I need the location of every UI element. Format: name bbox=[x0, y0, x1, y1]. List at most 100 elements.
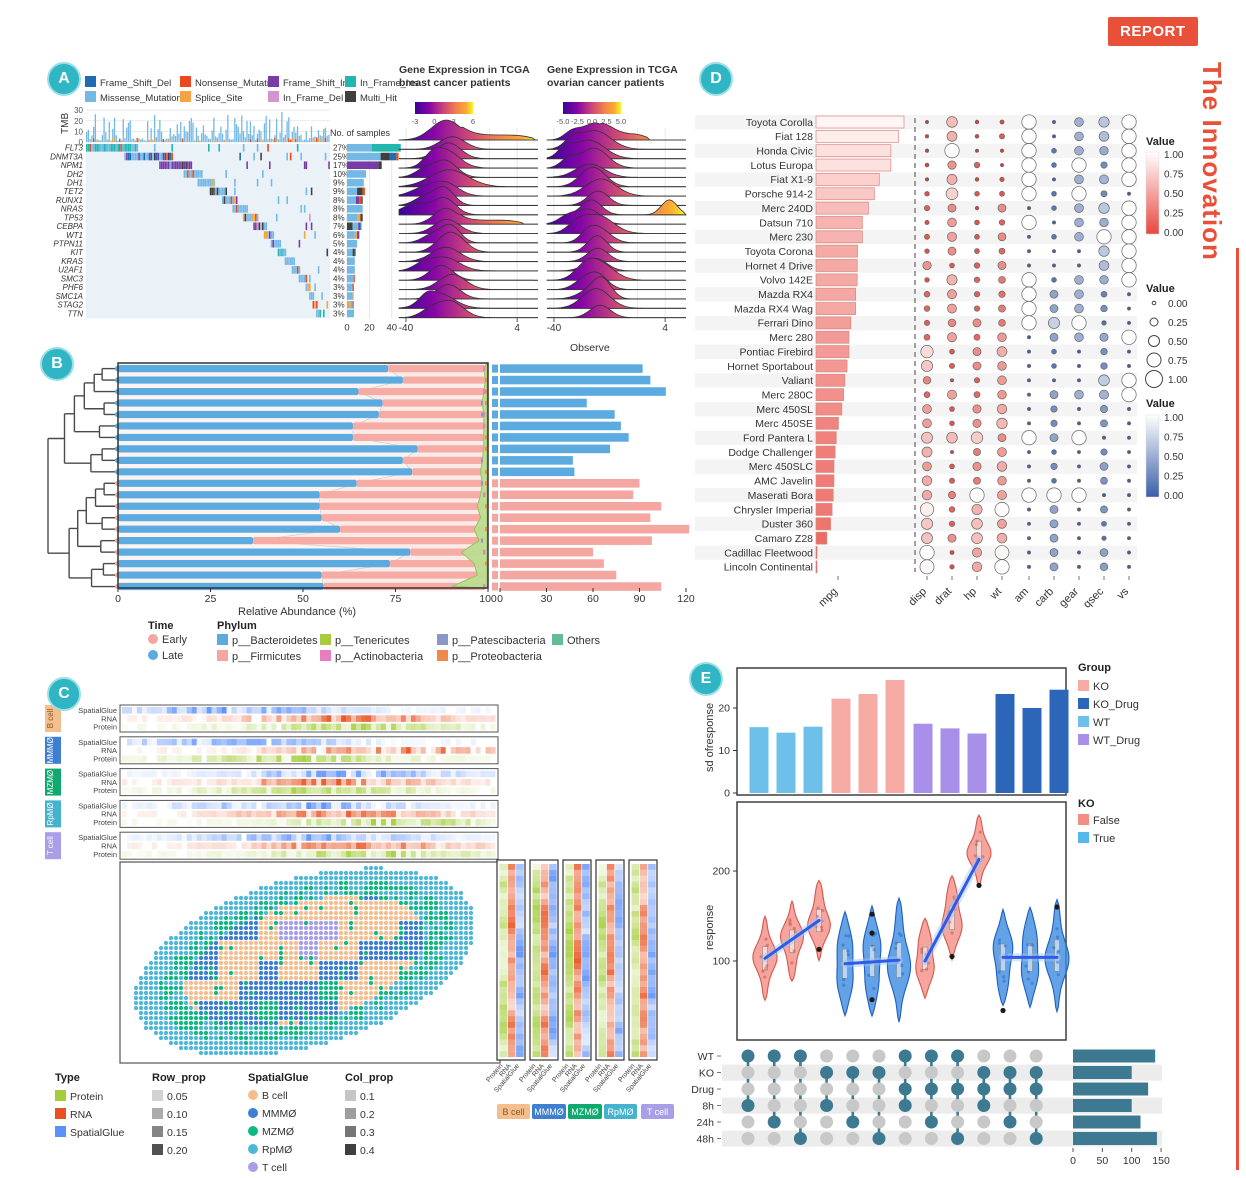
car-name-label: Chrysler Imperial bbox=[734, 504, 813, 516]
sd-bar bbox=[1049, 689, 1069, 793]
abundance-xlabel: Relative Abundance (%) bbox=[238, 606, 357, 618]
gene-pct-label: 3% bbox=[333, 301, 345, 310]
value-dot-hp bbox=[974, 205, 980, 211]
report-badge[interactable]: REPORT bbox=[1108, 17, 1198, 46]
upset-dot-inactive bbox=[872, 1115, 886, 1129]
mpg-bar bbox=[815, 302, 857, 315]
legend-swatch-icon bbox=[437, 650, 448, 661]
legend-swatch-icon bbox=[1078, 832, 1089, 843]
tick-label: 0.00 bbox=[1168, 299, 1188, 310]
observe-bar bbox=[500, 501, 662, 511]
upset-dot-active bbox=[898, 1049, 912, 1063]
value-dot-wt bbox=[997, 261, 1007, 270]
value-dot-qsec bbox=[1099, 275, 1109, 285]
sample-bar bbox=[347, 274, 354, 283]
value-dot-hp bbox=[971, 503, 983, 515]
ridge-density bbox=[399, 231, 538, 253]
legend-swatch-icon bbox=[248, 1144, 258, 1154]
value-dot-disp bbox=[922, 376, 932, 385]
value-dot-wt bbox=[998, 290, 1006, 298]
value-dot-carb bbox=[1051, 478, 1057, 484]
rowprop-legend-title: Row_prop bbox=[152, 1072, 206, 1084]
value-dot-disp bbox=[922, 404, 932, 414]
tick-label: 20 bbox=[718, 703, 730, 715]
mpg-bar bbox=[815, 460, 835, 473]
value-dot-drat bbox=[949, 420, 955, 427]
value-dot-am bbox=[1021, 430, 1037, 446]
value-dot-wt bbox=[999, 133, 1005, 140]
rowprop-legend-item: 0.15 bbox=[152, 1126, 187, 1139]
value-dot-am bbox=[1021, 315, 1037, 331]
ridge-density bbox=[398, 197, 538, 216]
legend-swatch-icon bbox=[248, 1108, 258, 1118]
assay-row-label: RNA bbox=[101, 778, 117, 787]
value-dot-qsec bbox=[1098, 116, 1110, 128]
car-name-label: Honda Civic bbox=[756, 146, 813, 158]
celltype-badge bbox=[641, 1104, 674, 1119]
upset-dot-inactive bbox=[924, 1066, 938, 1079]
car-name-label: Merc 240D bbox=[762, 203, 814, 215]
firmicutes-bar bbox=[356, 479, 485, 487]
value-dot-hp bbox=[974, 119, 980, 125]
value-dot-hp bbox=[973, 161, 981, 169]
observe-bar bbox=[500, 479, 640, 488]
sd-bar bbox=[885, 679, 905, 793]
time-strip-cell bbox=[492, 364, 498, 373]
value-dot-gear bbox=[1077, 364, 1081, 368]
value-dot-disp bbox=[921, 517, 933, 530]
legend-swatch-icon bbox=[180, 76, 191, 87]
gene-label: TP53 bbox=[64, 213, 84, 222]
gene-label: KRAS bbox=[61, 257, 83, 266]
upset-dot-active bbox=[1003, 1066, 1017, 1079]
upset-dot-inactive bbox=[872, 1082, 886, 1096]
value-dot-wt bbox=[998, 319, 1006, 327]
car-name-label: Mazda RX4 bbox=[758, 289, 813, 301]
value-dot-disp bbox=[923, 305, 931, 312]
assay-row-label: Protein bbox=[93, 786, 117, 795]
car-name-label: Hornet 4 Drive bbox=[745, 260, 813, 272]
upset-dot-inactive bbox=[872, 1049, 886, 1063]
value-dot-am bbox=[1027, 249, 1031, 254]
tick-label: 75 bbox=[390, 593, 402, 605]
value-dot-gear bbox=[1074, 131, 1084, 142]
firmicutes-bar bbox=[402, 456, 485, 464]
car-name-label: Duster 360 bbox=[762, 519, 814, 531]
upset-dot-inactive bbox=[951, 1115, 965, 1129]
sample-bar bbox=[350, 300, 353, 309]
phylum-legend-item: p__Firmicutes bbox=[217, 650, 301, 663]
value-dot-am bbox=[1021, 171, 1037, 187]
value-dot-qsec bbox=[1099, 462, 1109, 471]
value-dot-hp bbox=[974, 219, 980, 226]
car-name-label: Maserati Bora bbox=[748, 490, 814, 502]
mpg-bar bbox=[815, 130, 899, 143]
mpg-bar bbox=[815, 115, 905, 129]
panel-letter-d: D bbox=[699, 62, 733, 96]
spatialglue-legend-item: MMMØ bbox=[248, 1108, 296, 1120]
mpg-bar bbox=[815, 201, 869, 215]
phylum-legend-item: p__Bacteroidetes bbox=[217, 634, 318, 647]
value-dot-gear bbox=[1077, 464, 1081, 469]
time-strip-cell bbox=[492, 525, 498, 534]
value-dot-qsec bbox=[1098, 131, 1110, 142]
legend-item-label: RNA bbox=[70, 1109, 93, 1121]
value-dot-vs bbox=[1127, 493, 1131, 498]
sd-bar bbox=[749, 727, 769, 793]
tick-label: 30 bbox=[74, 106, 83, 115]
upset-dot-inactive bbox=[846, 1099, 860, 1112]
tick-label: 60 bbox=[587, 593, 599, 605]
car-name-label: Lotus Europa bbox=[751, 160, 814, 172]
value-dot-gear bbox=[1074, 389, 1084, 400]
type-legend-item: RNA bbox=[55, 1108, 92, 1121]
colprop-legend-title: Col_prop bbox=[345, 1072, 394, 1084]
gene-label: NPM1 bbox=[61, 161, 83, 170]
upset-dot-inactive bbox=[898, 1115, 912, 1129]
firmicutes-bar bbox=[412, 468, 485, 476]
legend-swatch-icon bbox=[148, 650, 158, 660]
upset-dot-active bbox=[977, 1082, 991, 1096]
time-strip-cell bbox=[492, 536, 498, 545]
legend-item-label: p__Firmicutes bbox=[232, 651, 302, 663]
value-dot-carb bbox=[1051, 234, 1057, 240]
value-dot-qsec bbox=[1099, 562, 1109, 572]
